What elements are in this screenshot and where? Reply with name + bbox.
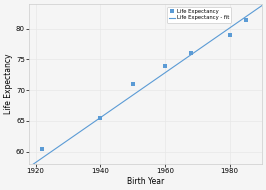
Point xyxy=(227,33,232,36)
Point xyxy=(98,116,102,119)
Point xyxy=(40,147,44,150)
Y-axis label: Life Expectancy: Life Expectancy xyxy=(4,54,13,114)
X-axis label: Birth Year: Birth Year xyxy=(127,177,164,186)
Point xyxy=(163,64,167,67)
Legend: Life Expectancy, Life Expectancy - fit: Life Expectancy, Life Expectancy - fit xyxy=(167,7,231,23)
Point xyxy=(244,18,248,21)
Point xyxy=(130,82,135,86)
Point xyxy=(56,165,60,169)
Point xyxy=(189,52,193,55)
